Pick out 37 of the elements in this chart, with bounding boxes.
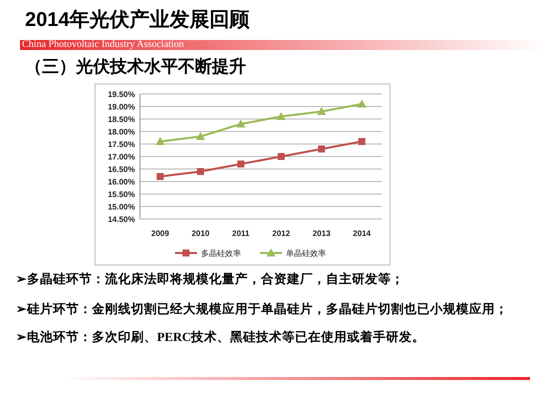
y-tick-label: 18.50% [108, 115, 135, 124]
point [156, 137, 165, 145]
y-tick-label: 19.50% [108, 90, 135, 99]
x-tick-label: 2012 [272, 229, 291, 238]
y-tick-label: 18.00% [108, 128, 135, 136]
y-tick-label: 17.00% [108, 152, 135, 162]
x-tick-label: 2014 [352, 229, 372, 238]
chart-subtitle: （三）光伏技术水平不断提升 [25, 56, 246, 78]
x-tick-label: 2011 [232, 229, 250, 238]
point [358, 138, 366, 145]
x-tick-label: 2013 [312, 229, 331, 238]
y-tick-label: 15.00% [108, 202, 135, 212]
y-tick-label: 15.50% [108, 190, 135, 199]
text: ➢电池环节：多次印刷、PERC技术、黑硅技术等已在使用或着手研发。 [16, 329, 426, 346]
point [318, 146, 325, 152]
point [276, 112, 286, 120]
point [236, 120, 246, 128]
legend-label: 多晶硅效率 [201, 249, 241, 258]
text: ➢硅片环节：金刚线切割已经大规模应用于单晶硅片，多晶硅片切割也已小规模应用； [16, 301, 509, 318]
text: ➢多晶硅环节：流化床法即将规模化量产，合资建厂，自主研发等； [16, 271, 405, 288]
point [357, 100, 366, 108]
chart-title: 2014年光伏产业发展回顾 [25, 8, 250, 33]
point [156, 173, 164, 180]
x-tick-label: 2009 [151, 229, 170, 238]
legend-label: 单晶硅效率 [286, 249, 326, 258]
point [278, 153, 285, 160]
y-tick-label: 19.00% [108, 102, 135, 112]
point [237, 160, 244, 168]
y-tick-label: 17.50% [108, 140, 135, 149]
y-tick-label: 16.50% [108, 165, 135, 174]
x-tick-label: 2010 [192, 229, 210, 238]
y-tick-label: 14.50% [108, 215, 135, 224]
point [317, 107, 326, 115]
y-tick-label: 16.00% [108, 178, 135, 186]
point [197, 168, 204, 175]
text: China Photovoltaic Industry Association [22, 39, 184, 51]
point [196, 132, 205, 140]
